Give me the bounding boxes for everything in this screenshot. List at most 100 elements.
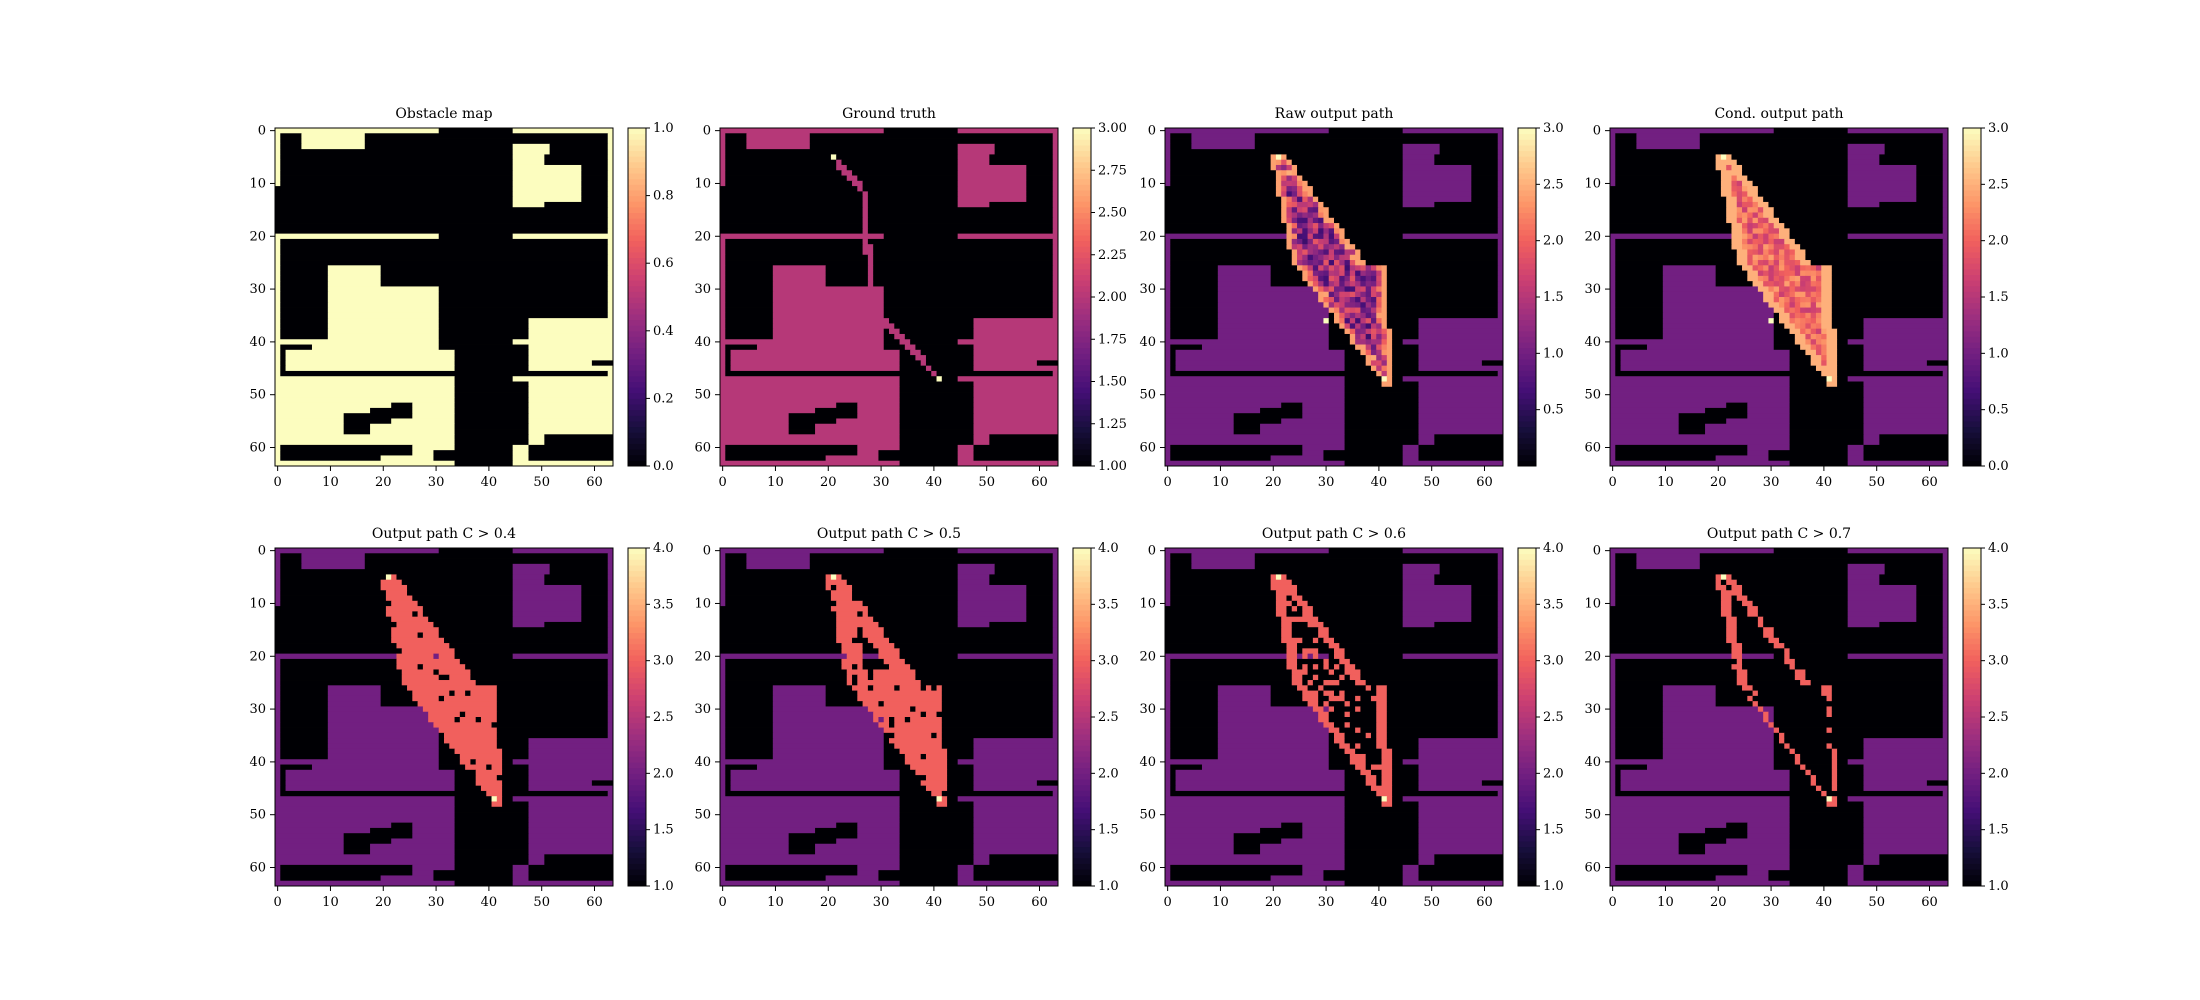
heatmap-cell xyxy=(1789,413,1864,419)
heatmap-cell xyxy=(1810,360,1822,367)
heatmap-cell xyxy=(1052,191,1059,198)
heatmap-cell xyxy=(925,711,937,718)
heatmap-cell xyxy=(1418,748,1504,755)
heatmap-cell xyxy=(1831,307,1944,314)
heatmap-cell xyxy=(1165,859,1345,866)
heatmap-cell xyxy=(1497,312,1504,319)
heatmap-cell xyxy=(1349,307,1356,314)
heatmap-cell xyxy=(1497,207,1504,213)
heatmap-cell xyxy=(1789,827,1864,834)
colorbar-segment xyxy=(1073,750,1091,757)
heatmap-cell xyxy=(1344,653,1404,660)
heatmap-cell xyxy=(815,407,858,414)
heatmap-cell xyxy=(1821,270,1833,277)
heatmap-cell xyxy=(528,328,614,335)
heatmap-cell xyxy=(746,138,811,145)
heatmap-cell xyxy=(936,711,1054,718)
heatmap-cell xyxy=(720,785,726,792)
heatmap-cell xyxy=(412,864,455,871)
heatmap-cell xyxy=(1217,286,1314,293)
heatmap-cell xyxy=(1863,785,1949,792)
heatmap-cell xyxy=(1302,606,1314,612)
heatmap-cell xyxy=(1610,875,1616,882)
heatmap-cell xyxy=(1610,627,1727,633)
heatmap-cell xyxy=(1270,685,1298,691)
heatmap-cell xyxy=(385,606,424,612)
colorbar-segment xyxy=(1073,426,1091,433)
heatmap-cell xyxy=(1052,244,1059,250)
heatmap-cell xyxy=(862,658,885,665)
heatmap-cell xyxy=(772,706,869,713)
heatmap-cell xyxy=(1381,339,1388,345)
heatmap-cell xyxy=(862,180,959,187)
heatmap-cell xyxy=(512,180,582,187)
heatmap-cell xyxy=(275,643,397,649)
colorbar-tick-label: 1.75 xyxy=(1098,332,1127,347)
heatmap-cell xyxy=(1821,328,1827,335)
heatmap-cell xyxy=(1736,191,1743,198)
heatmap-cell xyxy=(1270,574,1277,581)
heatmap-cell xyxy=(454,439,529,446)
heatmap-cell xyxy=(1170,328,1219,335)
heatmap-cell xyxy=(1217,297,1319,303)
heatmap-cell xyxy=(1863,397,1949,404)
heatmap-cell xyxy=(720,138,726,145)
heatmap-cell xyxy=(899,328,974,335)
heatmap-cell xyxy=(1318,238,1324,245)
heatmap-cell xyxy=(1768,260,1775,266)
heatmap-cell xyxy=(1615,690,1664,697)
heatmap-cell xyxy=(280,312,329,319)
heatmap-cell xyxy=(391,574,397,581)
heatmap-cell xyxy=(1165,223,1287,229)
heatmap-cell xyxy=(1610,164,1616,171)
heatmap-cell xyxy=(1773,548,1849,554)
heatmap-cell xyxy=(1344,238,1351,245)
colorbar-segment xyxy=(1963,173,1981,180)
heatmap-cell xyxy=(275,291,281,298)
heatmap-cell xyxy=(1715,154,1722,161)
heatmap-cell xyxy=(1334,669,1345,676)
heatmap-cell xyxy=(720,632,837,639)
heatmap-cell xyxy=(720,344,726,351)
heatmap-cell xyxy=(275,196,514,203)
heatmap-cell xyxy=(275,664,281,670)
heatmap-cell xyxy=(280,680,403,686)
heatmap-cell xyxy=(591,360,614,367)
heatmap-cell xyxy=(607,228,614,235)
heatmap-cell xyxy=(275,286,281,293)
heatmap-cell xyxy=(454,360,529,367)
heatmap-cell xyxy=(454,864,514,871)
heatmap-cell xyxy=(1386,265,1499,271)
heatmap-cell xyxy=(1847,196,1917,203)
heatmap-cell xyxy=(1302,175,1404,182)
heatmap-cell xyxy=(1942,312,1949,319)
heatmap-cell xyxy=(1334,238,1340,245)
heatmap-cell xyxy=(1328,632,1499,639)
heatmap-cell xyxy=(1768,711,1775,718)
heatmap-cell xyxy=(1165,864,1171,871)
heatmap-cell xyxy=(327,706,424,713)
colorbar-segment xyxy=(1963,581,1981,588)
heatmap-cell xyxy=(1826,381,1838,388)
heatmap-cell xyxy=(1270,281,1308,287)
heatmap-cell xyxy=(280,281,329,287)
heatmap-cell xyxy=(1615,265,1664,271)
heatmap-cell xyxy=(1344,769,1361,776)
heatmap-cell xyxy=(428,711,461,718)
heatmap-cell xyxy=(925,360,974,367)
heatmap-cell xyxy=(1286,191,1293,198)
heatmap-cell xyxy=(1815,318,1822,324)
heatmap-cell xyxy=(1165,658,1171,665)
heatmap-cell xyxy=(1318,201,1324,208)
colorbar-segment xyxy=(1963,313,1981,321)
heatmap-cell xyxy=(1779,254,1785,261)
heatmap-cell xyxy=(1418,743,1504,750)
heatmap-cell xyxy=(1821,286,1833,293)
colorbar-tick-label: 2.0 xyxy=(1543,234,1564,249)
heatmap-cell xyxy=(1497,584,1504,591)
heatmap-cell xyxy=(528,402,614,409)
heatmap-cell xyxy=(1789,653,1849,660)
heatmap-cell xyxy=(1773,212,1944,219)
heatmap-cell xyxy=(1360,344,1367,351)
